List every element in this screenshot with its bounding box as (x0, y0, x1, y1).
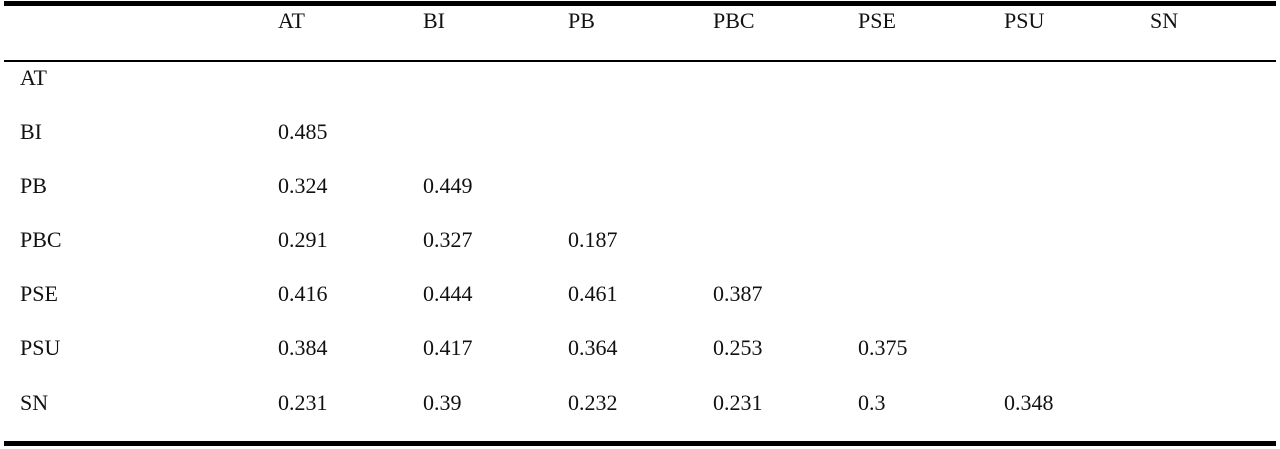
table-cell: 0.187 (568, 227, 618, 252)
row-label-pb: PB (20, 173, 47, 198)
table-cell: 0.348 (1004, 390, 1054, 415)
table-bottom-rule (4, 441, 1276, 446)
table-cell: 0.387 (713, 281, 763, 306)
column-header-sn: SN (1150, 8, 1179, 33)
row-label-pbc: PBC (20, 227, 62, 252)
table-cell: 0.485 (278, 119, 328, 144)
column-header-bi: BI (423, 8, 445, 33)
column-header-pse: PSE (858, 8, 896, 33)
table-cell: 0.291 (278, 227, 328, 252)
table-cell: 0.384 (278, 335, 328, 360)
table-cell: 0.327 (423, 227, 473, 252)
table-cell: 0.375 (858, 335, 908, 360)
table-header-rule (4, 60, 1276, 62)
table-cell: 0.3 (858, 390, 886, 415)
table-cell: 0.39 (423, 390, 462, 415)
table-cell: 0.449 (423, 173, 473, 198)
table-cell: 0.444 (423, 281, 473, 306)
row-label-at: AT (20, 65, 47, 90)
correlation-table: AT BI PB PBC PSE PSU SN AT BI 0.485 PB 0… (4, 0, 1276, 449)
table-cell: 0.253 (713, 335, 763, 360)
table-cell: 0.461 (568, 281, 618, 306)
column-header-pb: PB (568, 8, 595, 33)
row-label-bi: BI (20, 119, 42, 144)
table-cell: 0.364 (568, 335, 618, 360)
column-header-at: AT (278, 8, 305, 33)
row-label-pse: PSE (20, 281, 58, 306)
column-header-psu: PSU (1004, 8, 1045, 33)
table-cell: 0.232 (568, 390, 618, 415)
table-cell: 0.231 (278, 390, 328, 415)
table-cell: 0.324 (278, 173, 328, 198)
table-cell: 0.417 (423, 335, 473, 360)
table-cell: 0.416 (278, 281, 328, 306)
column-header-pbc: PBC (713, 8, 755, 33)
row-label-sn: SN (20, 390, 49, 415)
table-cell: 0.231 (713, 390, 763, 415)
table-top-rule (4, 1, 1276, 6)
row-label-psu: PSU (20, 335, 61, 360)
